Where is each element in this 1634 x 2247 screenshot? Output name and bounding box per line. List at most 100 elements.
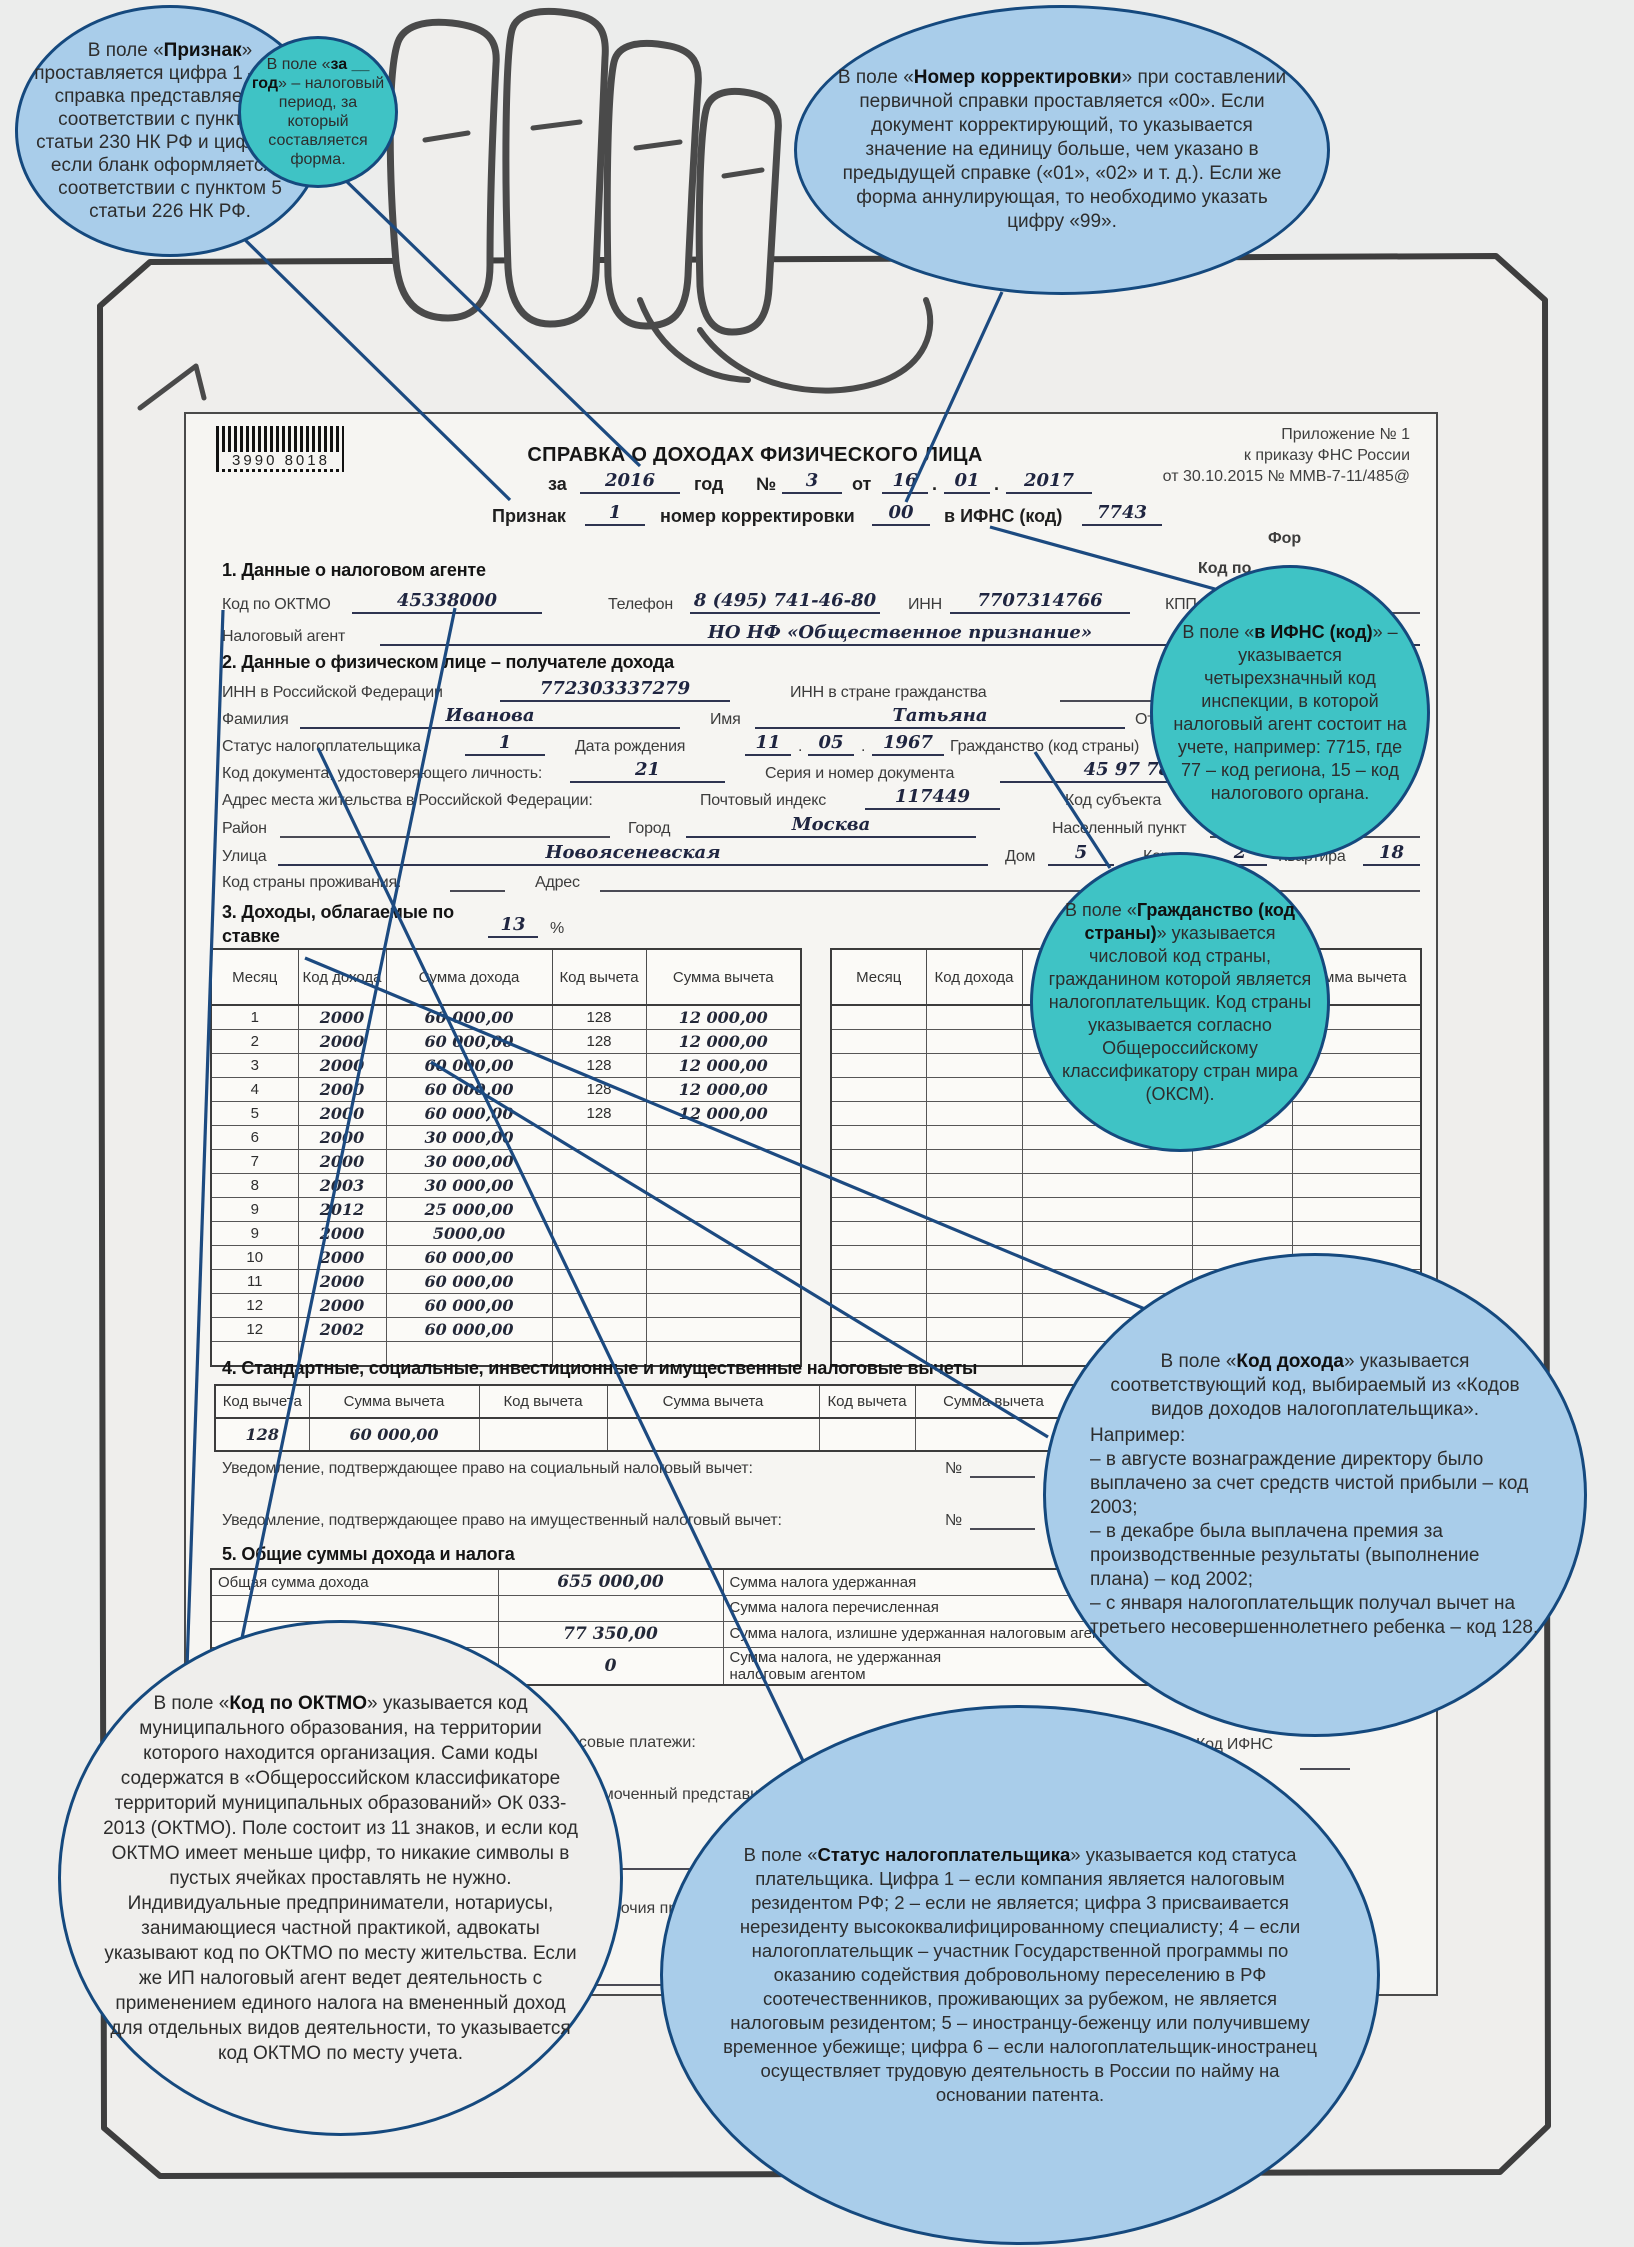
income-row-empty xyxy=(830,1173,1422,1198)
phone-field: 8 (495) 741-46-80 xyxy=(690,590,880,614)
ded-col: Код вычета xyxy=(818,1384,916,1419)
ded-col: Сумма вычета xyxy=(308,1384,480,1419)
city-label: Город xyxy=(628,820,671,837)
inn-rf-field: 772303337279 xyxy=(500,678,730,702)
surname-field: Иванова xyxy=(300,705,680,729)
income-row: 12 2000 60 000,00 xyxy=(210,1293,802,1318)
flat-field: 18 xyxy=(1363,842,1420,866)
appendix-line: от 30.10.2015 № ММВ-7-11/485@ xyxy=(1162,468,1410,485)
income-row: 11 2000 60 000,00 xyxy=(210,1269,802,1294)
birth-month: 05 xyxy=(808,732,854,756)
section5-title: 5. Общие суммы дохода и налога xyxy=(222,1544,515,1564)
index-field: 117449 xyxy=(865,786,1000,810)
annotation-text: В поле « xyxy=(266,56,331,73)
house-field: 5 xyxy=(1048,842,1114,866)
section3-title: 3. Доходы, облагаемые по xyxy=(222,902,454,922)
annotation-korrektirovka: В поле «Номер корректировки» при составл… xyxy=(794,5,1330,295)
annotation-text: » – указывается четырехзначный код инспе… xyxy=(1173,621,1407,803)
annotation-text: В поле « xyxy=(1182,621,1255,642)
barcode-digits: 3990 8018 xyxy=(222,452,340,469)
month-field: 01 xyxy=(944,470,990,494)
no-label: № xyxy=(945,1460,962,1477)
doc-code-field: 21 xyxy=(570,759,725,783)
section1-title: 1. Данные о налоговом агенте xyxy=(222,560,486,580)
income-row-empty xyxy=(830,1149,1422,1174)
annotation-list: Например: – в августе вознаграждение дир… xyxy=(1090,1425,1539,1638)
annotation-bold: в ИФНС (код) xyxy=(1254,621,1373,642)
citizenship-label: Гражданство (код страны) xyxy=(950,738,1140,755)
district-label: Район xyxy=(222,820,267,837)
income-row: 6 2000 30 000,00 xyxy=(210,1125,802,1150)
annotation-grazhdanstvo: В поле «Гражданство (код страны)» указыв… xyxy=(1030,852,1330,1152)
house-label: Дом xyxy=(1005,848,1036,865)
income-row: 8 2003 30 000,00 xyxy=(210,1173,802,1198)
col-income-code: Код дохода xyxy=(297,948,387,1006)
annotation-bold: Код дохода xyxy=(1236,1351,1344,1372)
settlement-label: Населенный пункт xyxy=(1052,820,1187,837)
index-label: Почтовый индекс xyxy=(700,792,827,809)
pct-label: % xyxy=(550,920,565,937)
section2-title: 2. Данные о физическом лице – получателе… xyxy=(222,652,674,672)
god-label: год xyxy=(694,474,724,494)
annotation-oktmo: В поле «Код по ОКТМО» указывается код му… xyxy=(58,1620,623,2136)
region-label: Код субъекта xyxy=(1065,792,1162,809)
annotation-za-god: В поле «за __ год» – налоговый период, з… xyxy=(238,36,398,188)
serial-label: Серия и номер документа xyxy=(765,765,955,782)
birth-year: 1967 xyxy=(872,732,944,756)
dot: . xyxy=(798,738,803,755)
annotation-text: » указывается код статуса плательщика. Ц… xyxy=(723,1844,1317,2105)
col-ded-code: Код вычета xyxy=(551,948,647,1006)
col-month: Месяц xyxy=(210,948,299,1006)
section4-title: 4. Стандартные, социальные, инвестиционн… xyxy=(222,1358,978,1378)
status-label: Статус налогоплательщика xyxy=(222,738,421,755)
year-field: 2016 xyxy=(580,470,680,494)
appendix-line: к приказу ФНС России xyxy=(1243,447,1410,464)
no-label: № xyxy=(756,474,777,494)
ded-col: Код вычета xyxy=(478,1384,608,1419)
appendix-note: Приложение № 1 к приказу ФНС России от 3… xyxy=(1100,424,1410,487)
forma-fragment: Фор xyxy=(1268,530,1302,547)
annotation-text: В поле « xyxy=(1064,899,1137,920)
ifns-field: 7743 xyxy=(1082,502,1162,526)
inn-rf-label: ИНН в Российской Федерации xyxy=(222,684,443,701)
rate-field: 13 xyxy=(488,914,538,938)
income-row: 1 2000 60 000,00 128 12 000,00 xyxy=(210,1004,802,1030)
dot: . xyxy=(932,474,938,494)
annotation-bold: Статус налогоплательщика xyxy=(817,1844,1071,1865)
dot: . xyxy=(861,738,866,755)
appendix-line: Приложение № 1 xyxy=(1281,426,1410,443)
annotation-ifns: В поле «в ИФНС (код)» – указывается четы… xyxy=(1150,565,1430,860)
priznak-field: 1 xyxy=(585,502,645,526)
agent-label: Налоговый агент xyxy=(222,628,346,645)
status-field: 1 xyxy=(465,732,545,756)
korr-label: номер корректировки xyxy=(660,506,855,526)
annotation-text: » проставляется цифра 1 – если справка п… xyxy=(34,40,306,222)
income-row: 2 2000 60 000,00 128 12 000,00 xyxy=(210,1029,802,1054)
income-row: 3 2000 60 000,00 128 12 000,00 xyxy=(210,1053,802,1078)
col-income-sum: Сумма дохода xyxy=(385,948,553,1006)
income-row: 7 2000 30 000,00 xyxy=(210,1149,802,1174)
income-row: 4 2000 60 000,00 128 12 000,00 xyxy=(210,1077,802,1102)
priznak-label: Признак xyxy=(492,506,566,526)
annotation-text: В поле « xyxy=(1160,1351,1237,1372)
name-label: Имя xyxy=(710,711,741,728)
day-field: 16 xyxy=(882,470,928,494)
income-table-left: Месяц Код дохода Сумма дохода Код вычета… xyxy=(210,948,802,1367)
annotation-bold: Признак xyxy=(163,40,242,61)
annotation-status: В поле «Статус налогоплательщика» указыв… xyxy=(660,1705,1380,2245)
no-line xyxy=(970,1528,1035,1530)
income-row: 9 2012 25 000,00 xyxy=(210,1197,802,1222)
birth-label: Дата рождения xyxy=(575,738,686,755)
city-field: Москва xyxy=(686,814,976,838)
district-line xyxy=(280,836,610,838)
country-label: Код страны проживания: xyxy=(222,874,402,891)
form-title: СПРАВКА О ДОХОДАХ ФИЗИЧЕСКОГО ЛИЦА xyxy=(527,444,983,466)
section3-title2: ставке xyxy=(222,926,280,946)
name-field: Татьяна xyxy=(755,705,1125,729)
street-label: Улица xyxy=(222,848,267,865)
col-ded-sum: Сумма вычета xyxy=(645,948,802,1006)
dot: . xyxy=(994,474,1000,494)
income-row: 5 2000 60 000,00 128 12 000,00 xyxy=(210,1101,802,1126)
inn-label: ИНН xyxy=(908,596,943,613)
